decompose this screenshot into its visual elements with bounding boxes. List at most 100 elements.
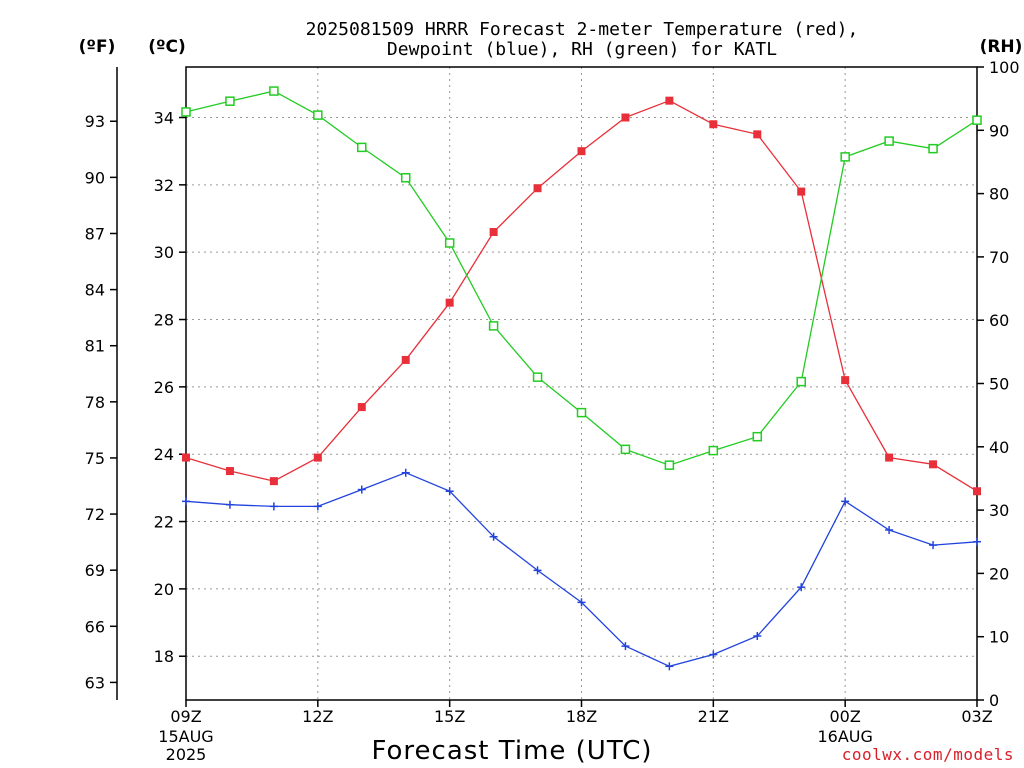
data-series (181, 86, 982, 671)
x-tick-sublabel: 16AUG (817, 727, 872, 746)
celsius-tick-label: 32 (154, 176, 174, 195)
rh-tick-label: 60 (989, 311, 1009, 330)
chart-title-line1: 2025081509 HRRR Forecast 2-meter Tempera… (306, 19, 859, 40)
rh-point (796, 376, 806, 387)
rh-tick-label: 30 (989, 501, 1009, 520)
celsius-tick-label: 22 (154, 513, 174, 532)
dewpoint-point (445, 487, 454, 496)
temperature-point (489, 227, 498, 236)
rh-point (488, 321, 499, 331)
rh-point (444, 238, 455, 248)
rh-point (840, 152, 850, 162)
dewpoint-point (357, 485, 366, 494)
dewpoint-point (533, 566, 542, 575)
dewpoint-point (841, 497, 850, 506)
rh-tick-label: 90 (989, 121, 1009, 140)
fahrenheit-tick-label: 75 (85, 449, 105, 468)
x-tick-label: 12Z (302, 707, 333, 726)
fahrenheit-tick-label: 93 (85, 112, 105, 131)
fahrenheit-unit-label: (ºF) (79, 37, 116, 57)
dewpoint-point (401, 468, 410, 477)
x-tick-label: 09Z (170, 707, 201, 726)
celsius-unit-label: (ºC) (148, 37, 186, 57)
chart-title-line2: Dewpoint (blue), RH (green) for KATL (387, 39, 777, 60)
celsius-tick-label: 26 (154, 378, 174, 397)
temperature-point (269, 477, 278, 486)
dewpoint-point (797, 583, 806, 592)
rh-tick-label: 40 (989, 438, 1009, 457)
fahrenheit-tick-label: 78 (85, 393, 105, 412)
fahrenheit-tick-label: 81 (85, 337, 105, 356)
dewpoint-point (577, 598, 586, 607)
rh-tick-label: 0 (989, 691, 999, 710)
x-tick-sublabel: 15AUG (158, 727, 213, 746)
rh-point (708, 445, 719, 456)
x-tick-label: 03Z (961, 707, 992, 726)
rh-point (269, 86, 279, 96)
temperature-point (797, 187, 806, 196)
fahrenheit-tick-label: 66 (85, 617, 105, 636)
temperature-point (665, 96, 674, 105)
rh-point (884, 136, 894, 146)
x-tick-label: 21Z (698, 707, 729, 726)
rh-point (357, 142, 367, 153)
dewpoint-point (973, 537, 981, 546)
rh-unit-label: (RH) (980, 37, 1023, 57)
rh-point (664, 460, 675, 470)
x-tick-label: 18Z (566, 707, 597, 726)
rh-point (972, 115, 982, 125)
rh-point (752, 431, 763, 442)
fahrenheit-tick-label: 69 (85, 561, 105, 580)
dewpoint-point (489, 532, 498, 541)
dewpoint-series (182, 468, 981, 671)
rh-point (400, 173, 411, 183)
temperature-series (182, 96, 981, 496)
rh-point (576, 407, 587, 418)
rh-point (313, 110, 323, 120)
temperature-point (445, 298, 454, 307)
temperature-point (841, 376, 850, 385)
rh-tick-label: 50 (989, 375, 1009, 394)
temperature-point (533, 184, 542, 193)
dewpoint-point (929, 541, 938, 550)
dewpoint-point (225, 500, 234, 509)
temperature-point (973, 487, 981, 496)
temperature-point (313, 453, 322, 462)
rh-point (225, 96, 235, 106)
dewpoint-point (182, 497, 190, 506)
temperature-point (182, 453, 190, 462)
dewpoint-point (313, 502, 322, 511)
temperature-point (885, 453, 894, 462)
rh-point (928, 143, 938, 154)
celsius-tick-label: 28 (154, 311, 174, 330)
rh-point (620, 444, 631, 455)
temperature-point (621, 113, 630, 122)
temperature-point (357, 403, 366, 412)
rh-point (181, 107, 191, 117)
x-tick-label: 00Z (830, 707, 861, 726)
dewpoint-point (269, 502, 278, 511)
temperature-point (753, 130, 762, 139)
fahrenheit-tick-label: 84 (85, 281, 105, 300)
celsius-tick-label: 30 (154, 243, 174, 262)
x-tick-sublabel: 2025 (166, 745, 207, 764)
dewpoint-point (709, 650, 718, 659)
dewpoint-point (753, 632, 762, 641)
credit-text: coolwx.com/models (842, 745, 1014, 764)
temperature-point (929, 460, 938, 469)
rh-tick-label: 70 (989, 248, 1009, 267)
fahrenheit-tick-label: 90 (85, 168, 105, 187)
celsius-tick-label: 18 (154, 647, 174, 666)
temperature-point (709, 120, 718, 129)
temperature-point (225, 467, 234, 476)
rh-tick-label: 80 (989, 185, 1009, 204)
x-tick-label: 15Z (434, 707, 465, 726)
rh-tick-label: 10 (989, 628, 1009, 647)
fahrenheit-tick-label: 72 (85, 505, 105, 524)
rh-tick-label: 20 (989, 564, 1009, 583)
rh-tick-label: 100 (989, 58, 1020, 77)
celsius-tick-label: 24 (154, 445, 174, 464)
rh-series (181, 86, 982, 470)
